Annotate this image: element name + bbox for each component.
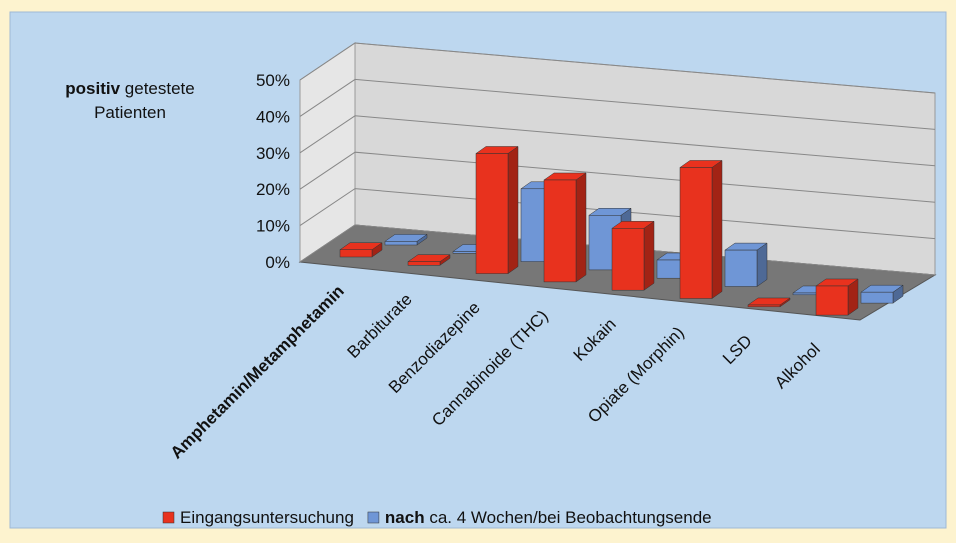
legend-bold: nach [385,508,425,527]
bar-front [475,153,509,274]
bar [815,278,859,316]
grid-line [299,78,936,130]
bar-side [575,172,587,283]
bar-front [611,228,645,291]
legend-label: nach ca. 4 Wochen/bei Beobachtungsende [385,508,712,527]
bar [679,159,723,299]
grid-line [299,115,936,167]
bar [407,254,451,266]
y-tick-label: 10% [256,217,290,236]
bar [543,172,587,283]
y-tick-label: 20% [256,180,290,199]
bar [339,242,383,258]
y-axis-label-bold: positiv [65,79,120,98]
bar [860,284,904,304]
left-wall [299,42,356,263]
grid-line [299,42,936,94]
y-tick-label: 0% [265,253,290,272]
grid-line [299,188,936,240]
grid-line [299,151,936,203]
y-tick-label: 40% [256,107,290,126]
bar [611,220,655,291]
bar-side [507,145,519,275]
y-axis-label: positiv getestete [65,79,194,98]
bar-side [756,242,768,287]
bar [475,145,519,275]
y-axis-label: Patienten [94,103,166,122]
bar-front [747,304,781,308]
bar-front [679,167,713,299]
bar-front [384,241,418,246]
bar-side [711,159,723,299]
legend-label: Eingangsuntersuchung [180,508,354,527]
legend-rest: ca. 4 Wochen/bei Beobachtungsende [425,508,712,527]
bar-front [815,285,849,316]
bar-front [407,261,441,266]
bar-front [724,249,758,287]
y-axis-label-rest: getestete [120,79,195,98]
bar-front [860,291,894,304]
bar-front [543,179,577,283]
bar-side [643,220,655,291]
bar [747,297,791,308]
bar-front [339,249,373,258]
bar [724,242,768,287]
legend-swatch [367,511,380,524]
bar [384,233,428,246]
y-tick-label: 30% [256,144,290,163]
legend-swatch [162,511,175,524]
y-tick-label: 50% [256,71,290,90]
